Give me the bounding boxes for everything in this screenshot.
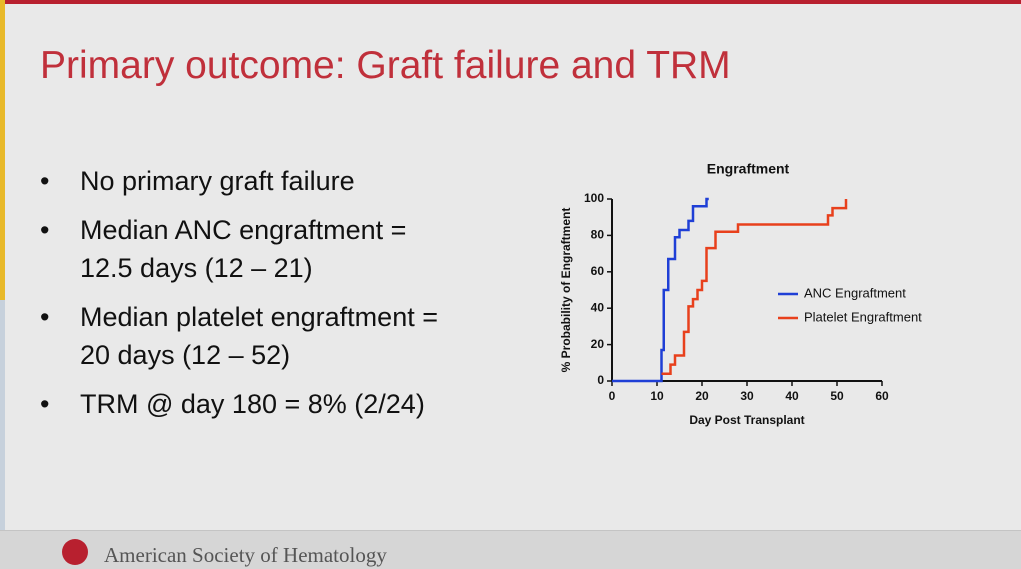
top-border	[0, 0, 1021, 4]
y-tick-label: 20	[591, 337, 605, 351]
y-tick-label: 40	[591, 300, 605, 314]
x-tick-label: 60	[875, 389, 889, 403]
bullet: No primary graft failure	[40, 162, 438, 200]
x-tick-label: 10	[650, 389, 664, 403]
bullet: Median ANC engraftment = 12.5 days (12 – …	[40, 211, 438, 287]
x-tick-label: 40	[785, 389, 799, 403]
y-tick-label: 100	[584, 191, 604, 205]
bullet-line: 12.5 days (12 – 21)	[80, 253, 313, 283]
footer-text: American Society of Hematology	[104, 543, 387, 567]
bullet-line: Median ANC engraftment =	[80, 215, 407, 245]
bullet: Median platelet engraftment = 20 days (12…	[40, 298, 438, 374]
bullet-line: TRM @ day 180 = 8% (2/24)	[80, 389, 425, 419]
chart-title: Engraftment	[707, 161, 790, 177]
legend-label: Platelet Engraftment	[804, 309, 922, 324]
legend-label: ANC Engraftment	[804, 285, 906, 300]
bullet-line: 20 days (12 – 52)	[80, 340, 291, 370]
slide-title: Primary outcome: Graft failure and TRM	[40, 44, 731, 87]
footer: American Society of Hematology	[0, 530, 1021, 569]
bullet-line: No primary graft failure	[80, 166, 355, 196]
x-tick-label: 30	[740, 389, 754, 403]
x-tick-label: 50	[830, 389, 844, 403]
y-axis-label: % Probability of Engraftment	[559, 208, 573, 373]
y-tick-label: 60	[591, 264, 605, 278]
chart: Engraftment Day Post Transplant % Probab…	[559, 161, 922, 427]
y-tick-label: 80	[591, 228, 605, 242]
edge-stripe	[0, 0, 5, 300]
x-tick-label: 0	[609, 389, 616, 403]
edge-stripe	[0, 300, 5, 530]
bullet: TRM @ day 180 = 8% (2/24)	[40, 385, 438, 423]
x-tick-label: 20	[695, 389, 709, 403]
step-line	[661, 199, 848, 375]
x-axis-label: Day Post Transplant	[689, 413, 804, 427]
step-line	[612, 197, 709, 383]
logo	[62, 539, 88, 565]
y-tick-label: 0	[597, 373, 604, 387]
bullet-list: No primary graft failure Median ANC engra…	[40, 162, 438, 434]
bullet-line: Median platelet engraftment =	[80, 302, 438, 332]
